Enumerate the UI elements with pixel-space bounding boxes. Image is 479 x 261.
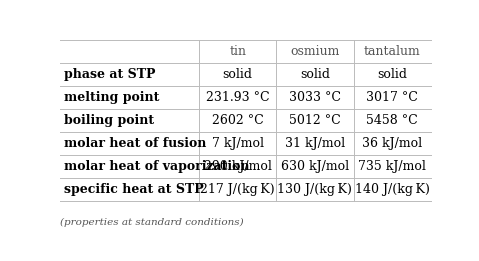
Text: 3017 °C: 3017 °C <box>366 91 418 104</box>
Text: 630 kJ/mol: 630 kJ/mol <box>281 160 349 173</box>
Text: 130 J/(kg K): 130 J/(kg K) <box>277 183 353 196</box>
Text: tin: tin <box>229 45 246 58</box>
Text: molar heat of vaporization: molar heat of vaporization <box>64 160 250 173</box>
Text: 5012 °C: 5012 °C <box>289 114 341 127</box>
Text: solid: solid <box>300 68 330 81</box>
Text: 140 J/(kg K): 140 J/(kg K) <box>355 183 430 196</box>
Text: 290 kJ/mol: 290 kJ/mol <box>204 160 272 173</box>
Text: specific heat at STP: specific heat at STP <box>64 183 204 196</box>
Text: 5458 °C: 5458 °C <box>366 114 418 127</box>
Text: 2602 °C: 2602 °C <box>212 114 263 127</box>
Text: tantalum: tantalum <box>364 45 421 58</box>
Text: 3033 °C: 3033 °C <box>289 91 341 104</box>
Text: 31 kJ/mol: 31 kJ/mol <box>285 137 345 150</box>
Text: molar heat of fusion: molar heat of fusion <box>64 137 207 150</box>
Text: 36 kJ/mol: 36 kJ/mol <box>362 137 422 150</box>
Text: 217 J/(kg K): 217 J/(kg K) <box>200 183 275 196</box>
Text: 735 kJ/mol: 735 kJ/mol <box>358 160 426 173</box>
Text: 231.93 °C: 231.93 °C <box>206 91 270 104</box>
Text: melting point: melting point <box>64 91 160 104</box>
Text: solid: solid <box>223 68 253 81</box>
Text: (properties at standard conditions): (properties at standard conditions) <box>60 218 243 227</box>
Text: osmium: osmium <box>290 45 340 58</box>
Text: phase at STP: phase at STP <box>64 68 156 81</box>
Text: boiling point: boiling point <box>64 114 154 127</box>
Text: solid: solid <box>377 68 407 81</box>
Text: 7 kJ/mol: 7 kJ/mol <box>212 137 264 150</box>
